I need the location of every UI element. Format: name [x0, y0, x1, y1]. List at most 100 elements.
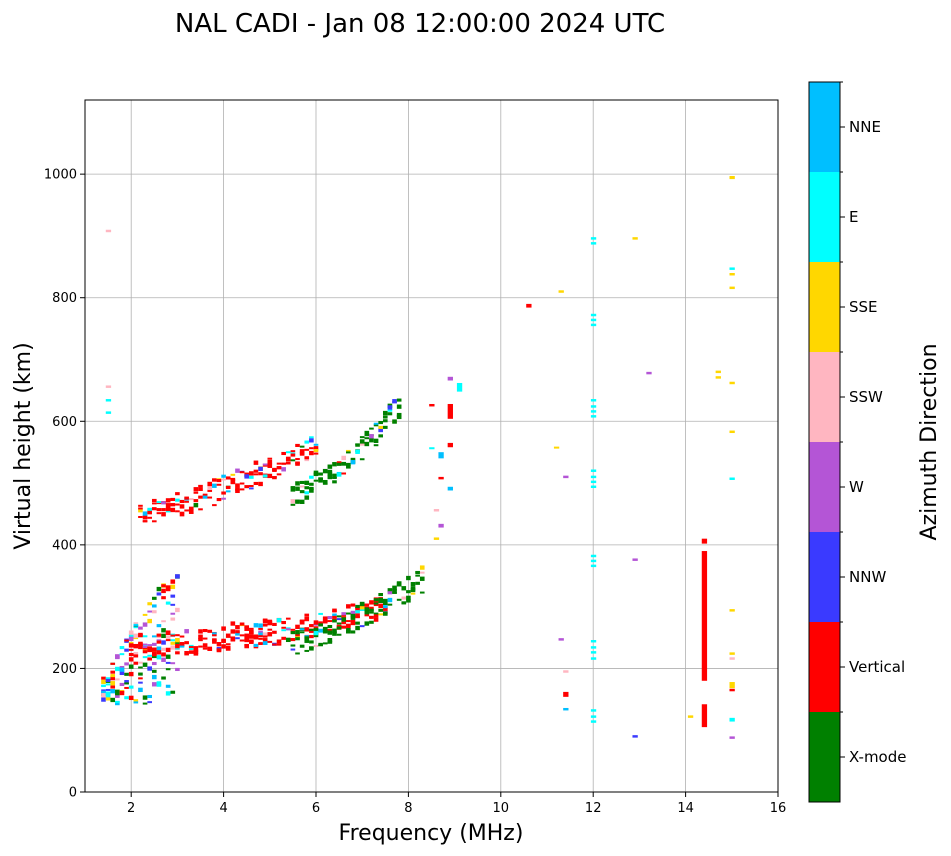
- echo-mark: [147, 602, 152, 606]
- y-tick-label: 200: [52, 662, 77, 677]
- echo-mark: [175, 510, 180, 513]
- echo-mark: [101, 697, 106, 702]
- echo-mark: [396, 404, 402, 409]
- echo-mark: [128, 671, 134, 677]
- echo-mark: [401, 596, 407, 600]
- echo-mark: [161, 633, 166, 639]
- echo-mark: [165, 647, 171, 653]
- echo-mark: [281, 451, 286, 456]
- echo-mark: [332, 619, 337, 623]
- echo-mark: [175, 503, 180, 506]
- echo-mark: [156, 683, 162, 687]
- echo-mark: [165, 601, 171, 605]
- echo-mark: [128, 664, 134, 669]
- echo-mark: [175, 498, 180, 502]
- echo-mark: [309, 438, 314, 443]
- echo-mark: [262, 638, 268, 642]
- echo-mark: [198, 629, 203, 634]
- echo-mark: [156, 633, 162, 637]
- echo-mark: [341, 455, 347, 461]
- echo-mark: [184, 653, 189, 656]
- echo-mark: [701, 704, 708, 728]
- echo-mark: [590, 564, 597, 568]
- echo-mark: [341, 617, 347, 622]
- echo-mark: [364, 430, 370, 436]
- echo-mark: [170, 594, 176, 598]
- echo-mark: [249, 484, 254, 487]
- echo-mark: [115, 694, 120, 698]
- echo-mark: [142, 622, 148, 627]
- echo-mark: [322, 629, 328, 634]
- echo-mark: [590, 318, 597, 322]
- echo-mark: [346, 630, 351, 634]
- echo-mark: [151, 610, 157, 614]
- echo-mark: [369, 620, 374, 624]
- echo-mark: [156, 512, 162, 515]
- echo-mark: [304, 636, 310, 641]
- echo-mark: [299, 644, 305, 648]
- echo-mark: [290, 499, 296, 504]
- echo-mark: [124, 686, 129, 689]
- echo-mark: [281, 462, 286, 465]
- echo-mark: [147, 657, 152, 661]
- echo-mark: [276, 473, 282, 476]
- x-tick-label: 4: [219, 801, 227, 816]
- echo-mark: [309, 436, 314, 439]
- echo-mark: [142, 695, 148, 700]
- echo-mark: [207, 629, 213, 633]
- echo-mark: [138, 632, 143, 638]
- echo-mark: [299, 451, 305, 455]
- echo-mark: [249, 627, 254, 630]
- echo-mark: [378, 434, 383, 438]
- echo-mark: [161, 588, 166, 594]
- echo-mark: [332, 610, 337, 613]
- echo-mark: [590, 646, 597, 649]
- echo-mark: [632, 237, 638, 240]
- echo-mark: [295, 652, 300, 655]
- echo-mark: [304, 649, 310, 652]
- colorbar-frame: [808, 81, 841, 803]
- x-tick-label: 8: [404, 801, 412, 816]
- echo-mark: [387, 405, 393, 410]
- echo-mark: [285, 628, 291, 631]
- echo-mark: [253, 469, 259, 473]
- echo-mark: [105, 688, 111, 691]
- echo-mark: [202, 647, 208, 650]
- echo-mark: [244, 485, 250, 489]
- echo-mark: [151, 635, 157, 638]
- echo-mark: [230, 482, 236, 485]
- echo-mark: [687, 715, 694, 718]
- echo-mark: [147, 516, 152, 519]
- echo-mark: [350, 622, 356, 626]
- echo-mark: [244, 474, 250, 479]
- echo-mark: [235, 483, 240, 488]
- echo-mark: [318, 628, 323, 632]
- echo-mark: [138, 672, 143, 676]
- echo-mark: [304, 480, 310, 486]
- echo-mark: [239, 471, 245, 474]
- echo-mark: [170, 603, 176, 606]
- echo-mark: [193, 499, 199, 503]
- echo-mark: [355, 604, 360, 608]
- echo-mark: [221, 478, 226, 481]
- echo-mark: [156, 650, 162, 655]
- echo-mark: [359, 436, 365, 439]
- echo-mark: [392, 401, 397, 404]
- echo-mark: [369, 616, 374, 619]
- echo-mark: [590, 313, 597, 317]
- echo-mark: [350, 457, 356, 460]
- echo-mark: [151, 647, 157, 652]
- echo-mark: [415, 574, 420, 577]
- echo-mark: [313, 452, 319, 455]
- echo-mark: [184, 496, 189, 500]
- echo-mark: [128, 641, 134, 644]
- echo-mark: [193, 652, 199, 656]
- echo-mark: [198, 495, 203, 499]
- echo-mark: [212, 504, 217, 507]
- echo-mark: [202, 628, 208, 633]
- echo-mark: [221, 644, 226, 649]
- echo-mark: [369, 427, 374, 430]
- echo-mark: [392, 419, 397, 424]
- echo-mark: [729, 657, 735, 660]
- echo-mark: [175, 634, 180, 637]
